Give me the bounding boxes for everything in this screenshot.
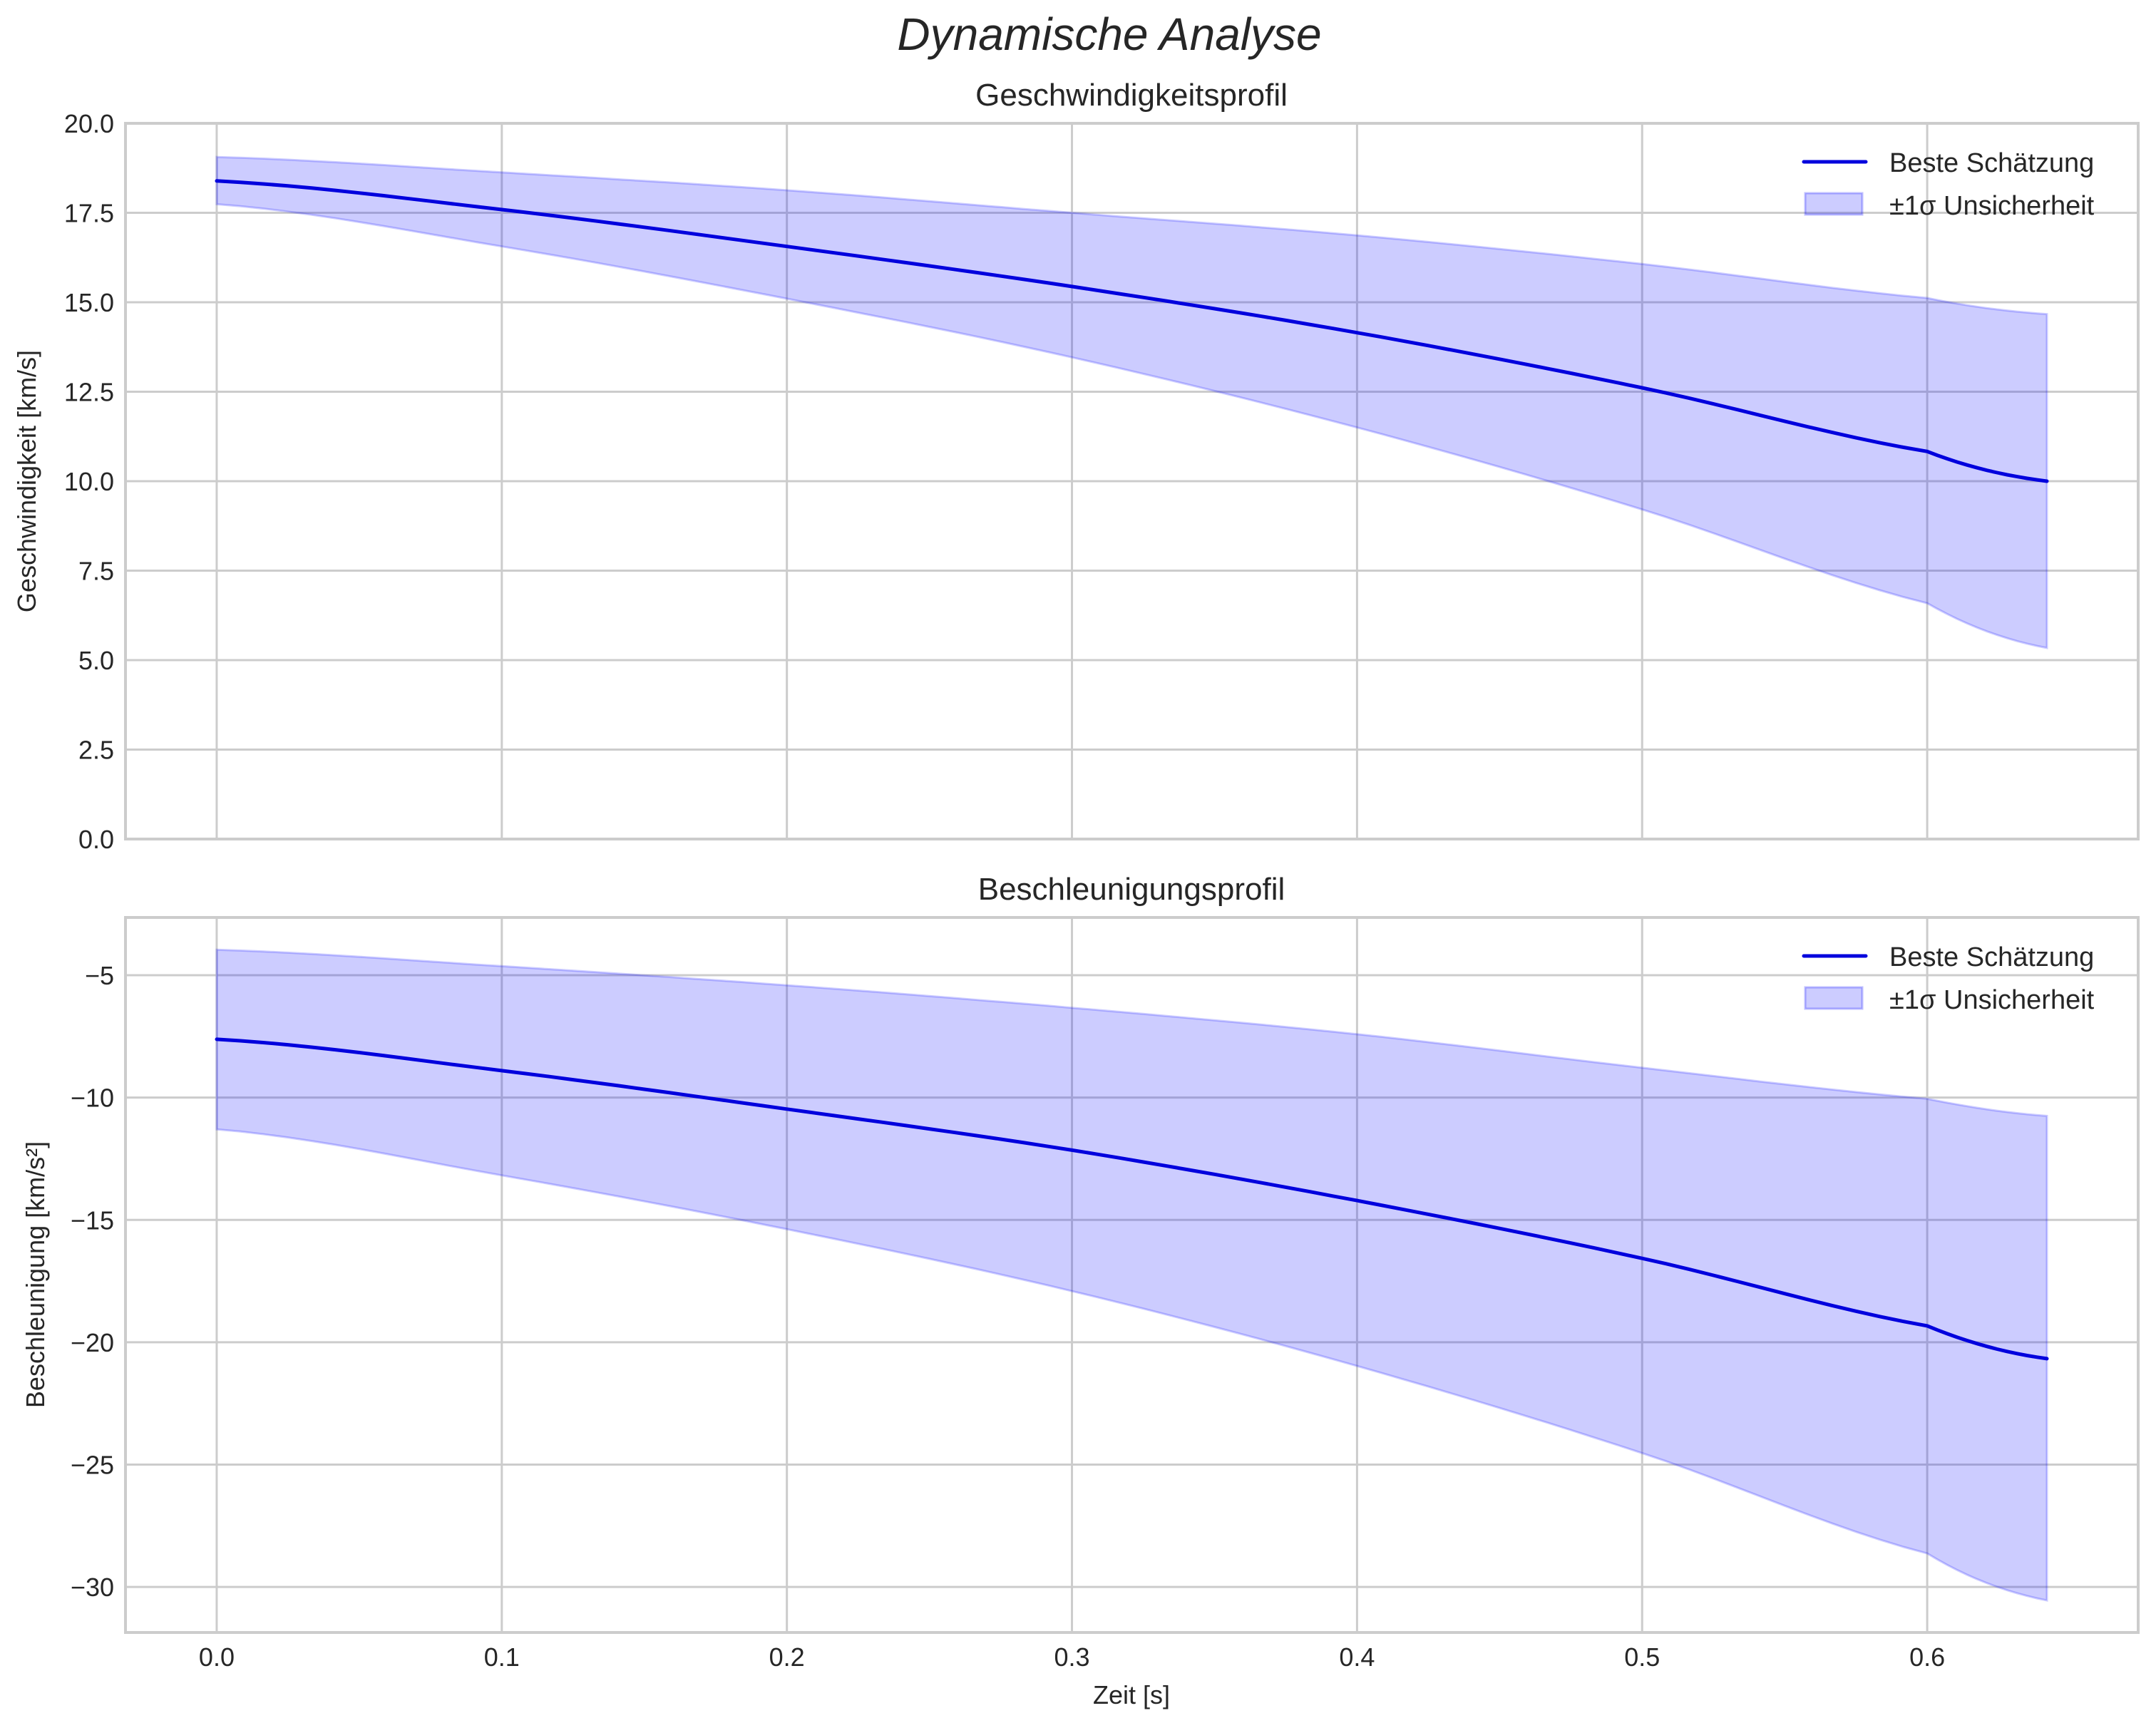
y-tick-label: 20.0 [64,109,114,138]
legend-label-best-estimate: Beste Schätzung [1889,942,2094,972]
velocity-axes-frame [124,122,2140,840]
velocity-y-axis-label: Geschwindigkeit [km/s] [12,350,41,612]
legend-label-uncertainty: ±1σ Unsicherheit [1889,985,2095,1015]
velocity-uncertainty-band [215,155,2048,649]
y-tick-label: 2.5 [78,736,114,765]
y-tick-label: 5.0 [78,646,114,675]
y-tick-label: −10 [71,1084,114,1113]
figure-suptitle: Dynamische Analyse [897,9,1321,60]
velocity-legend: Beste Schätzung ±1σ Unsicherheit [1802,148,2095,221]
y-tick-label: 15.0 [64,288,114,317]
acceleration-best-estimate-line [215,1037,2049,1361]
y-tick-label: −5 [85,961,114,990]
y-tick-label: 7.5 [78,557,114,586]
x-tick-label: 0.0 [199,1642,235,1672]
y-tick-label: 10.0 [64,467,114,496]
velocity-axes: Geschwindigkeitsprofil 0.0 2.5 5.0 7.5 10.0 1… [12,78,2140,854]
y-tick-label: 17.5 [64,199,114,228]
velocity-best-estimate-line [215,179,2049,483]
x-tick-label: 0.4 [1339,1642,1375,1672]
velocity-axes-title: Geschwindigkeitsprofil [975,78,1288,113]
x-tick-label: 0.6 [1909,1642,1945,1672]
y-tick-label: −25 [71,1451,114,1480]
y-tick-label: 12.5 [64,378,114,407]
legend-label-uncertainty: ±1σ Unsicherheit [1889,191,2095,221]
acceleration-uncertainty-band [215,948,2048,1602]
x-tick-label: 0.1 [484,1642,520,1672]
velocity-y-tick-labels: 0.0 2.5 5.0 7.5 10.0 12.5 15.0 17.5 20.0 [64,109,114,854]
x-tick-label: 0.3 [1054,1642,1090,1672]
acceleration-axes-title: Beschleunigungsprofil [978,872,1285,907]
y-tick-label: −30 [71,1573,114,1602]
legend-label-best-estimate: Beste Schätzung [1889,148,2094,178]
y-tick-label: −15 [71,1205,114,1235]
acceleration-gridlines [125,917,2138,1632]
y-tick-label: 0.0 [78,825,114,854]
y-tick-label: −20 [71,1328,114,1357]
x-tick-label: 0.2 [769,1642,805,1672]
acceleration-legend: Beste Schätzung ±1σ Unsicherheit [1802,942,2095,1015]
velocity-gridlines [125,122,2138,840]
acceleration-y-axis-label: Beschleunigung [km/s²] [21,1141,50,1408]
acceleration-axes-frame [124,916,2140,1634]
legend-band-swatch-icon [1804,192,1864,216]
x-axis-label: Zeit [s] [1093,1680,1170,1709]
x-tick-label: 0.5 [1624,1642,1660,1672]
legend-band-swatch-icon [1804,986,1864,1010]
acceleration-axes: Beschleunigungsprofil −30−25−20−15−10−5 … [21,872,2140,1672]
acceleration-y-tick-labels: −30 −25 −20 −15 −10 −5 [71,961,114,1602]
acceleration-x-tick-labels: 0.0 0.1 0.2 0.3 0.4 0.5 0.6 [199,1642,1945,1672]
